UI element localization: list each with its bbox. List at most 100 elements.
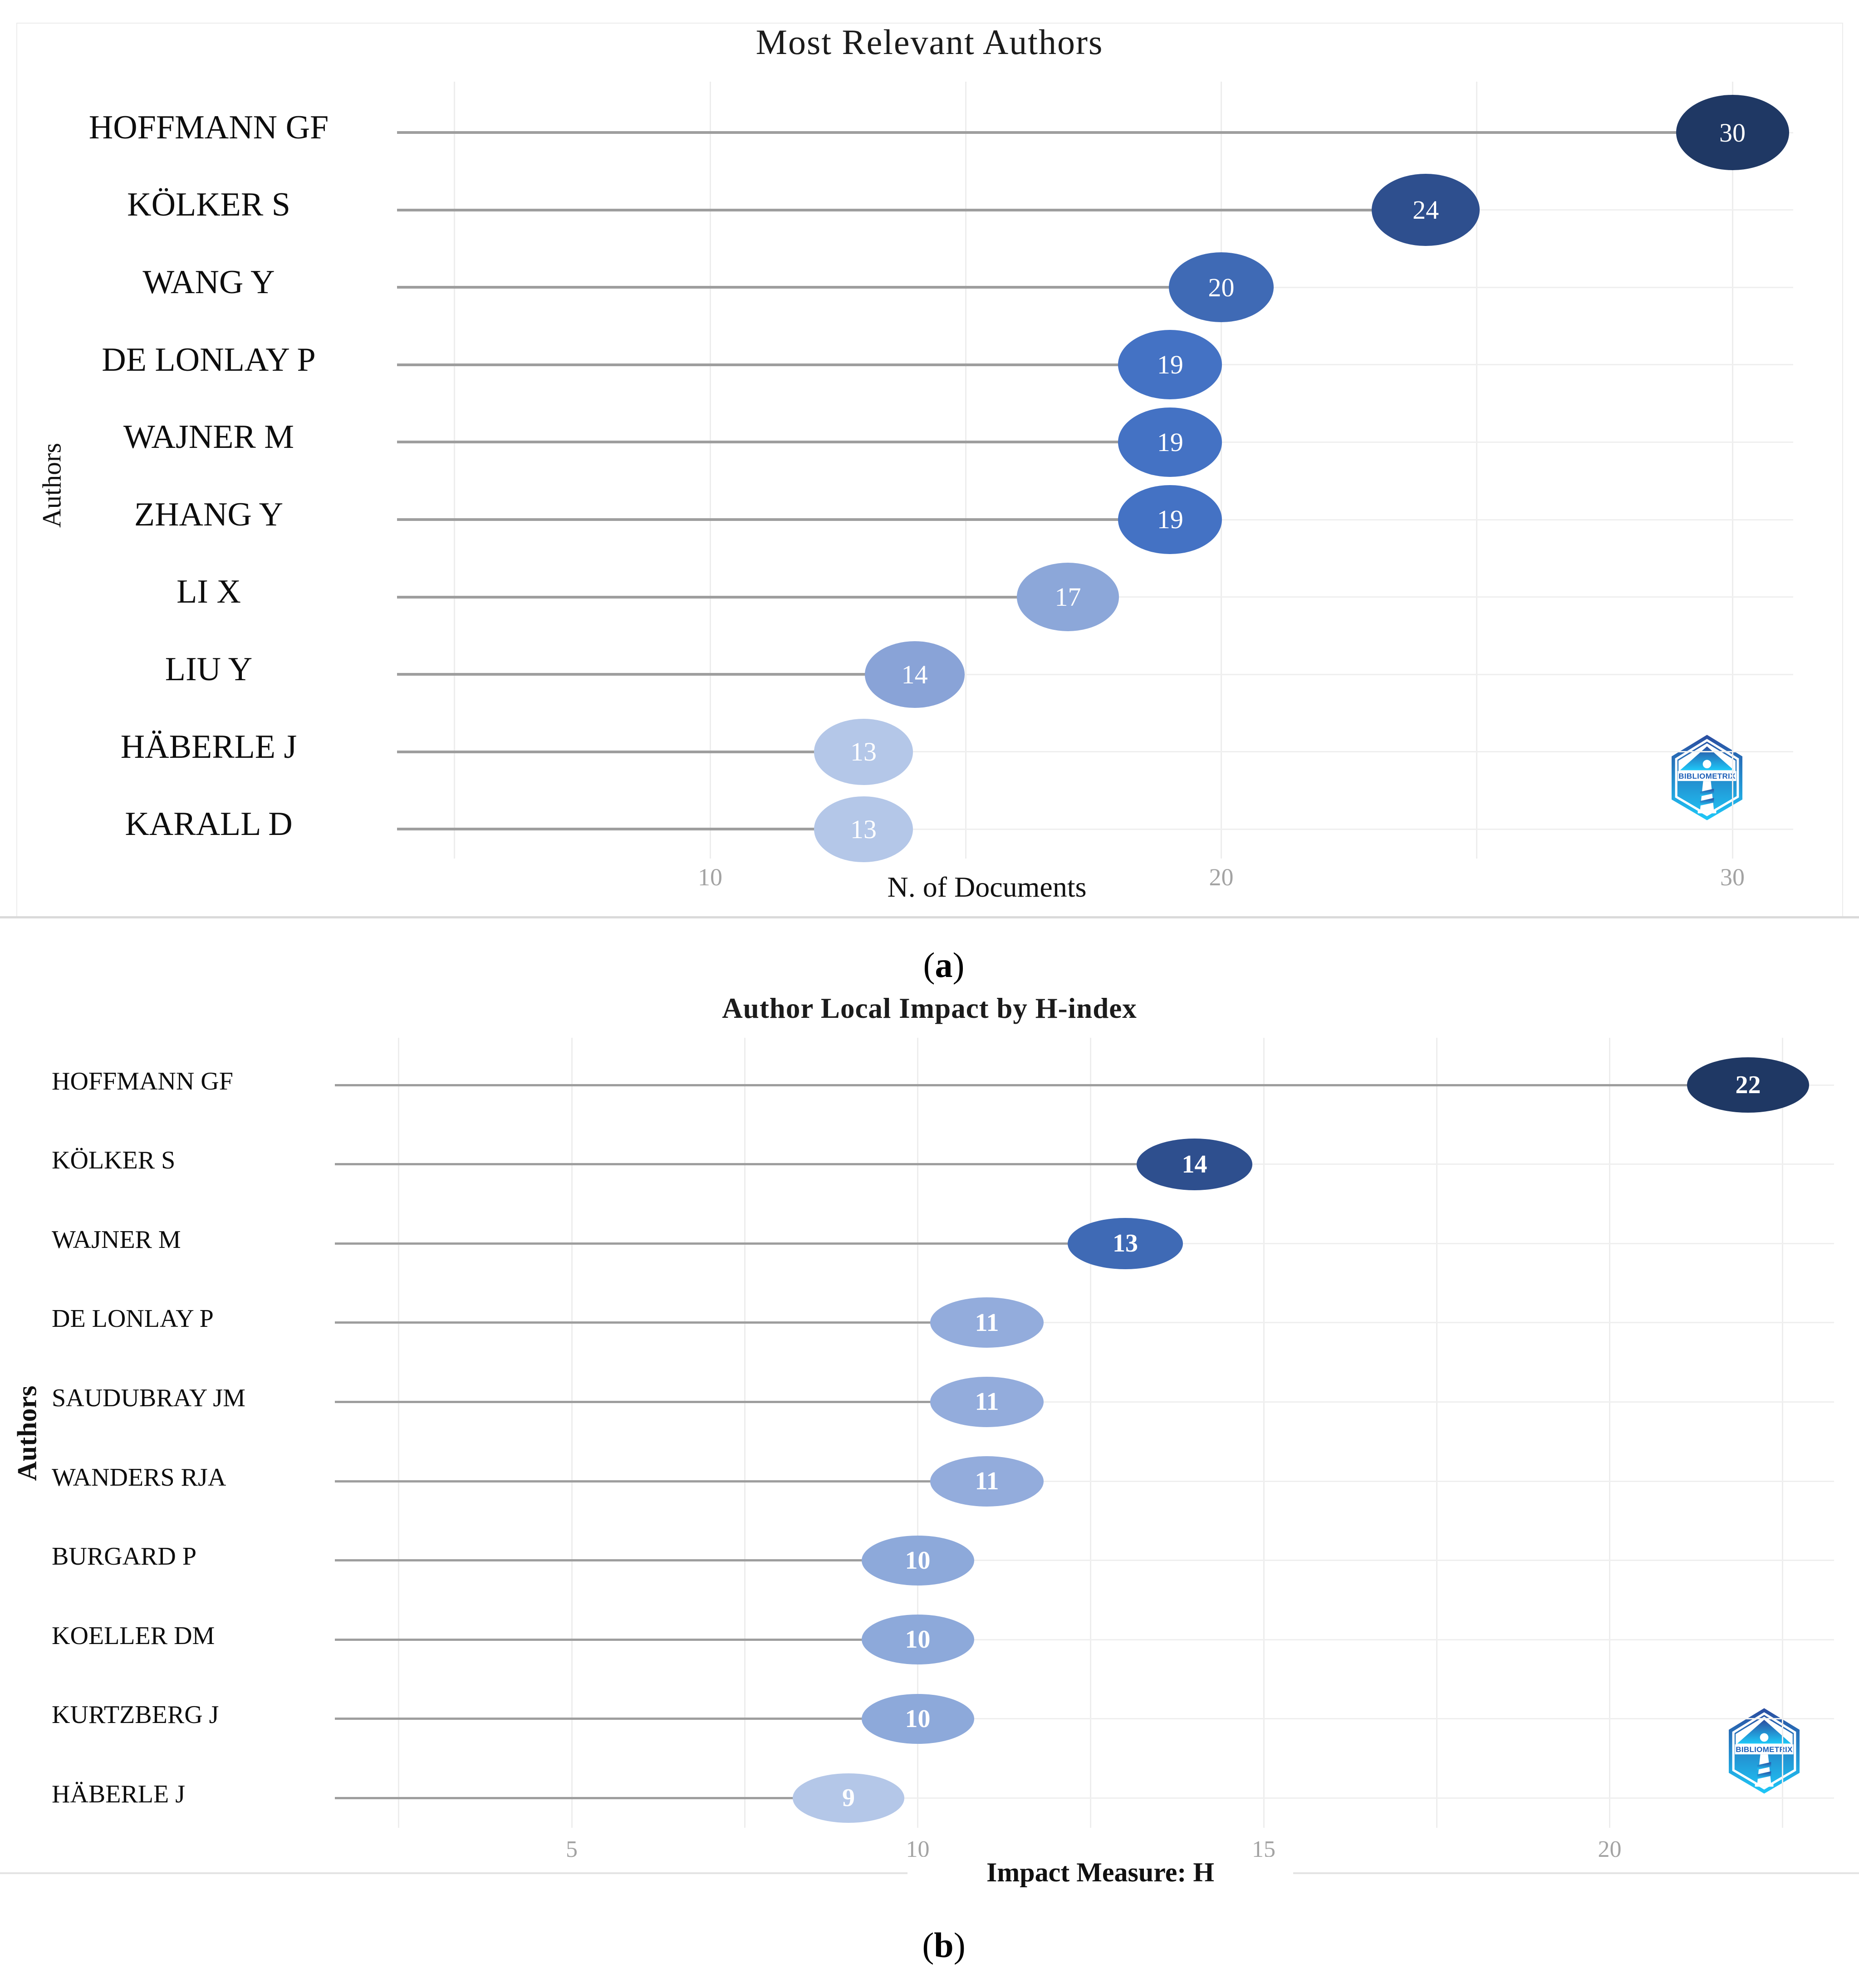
- author-label: ZHANG Y: [134, 496, 284, 533]
- gridline-h: [397, 751, 1793, 753]
- value-bubble: 24: [1372, 174, 1480, 246]
- author-label: KÖLKER S: [52, 1146, 176, 1175]
- x-tick-label: 20: [1598, 1836, 1622, 1862]
- lollipop-stem: [335, 1638, 918, 1641]
- bubble-value: 14: [901, 659, 928, 689]
- gridline-h: [335, 1401, 1834, 1403]
- gridline-h: [397, 828, 1793, 830]
- bibliometrix-logo-chart-b: BIBLIOMETRIX: [1726, 1707, 1803, 1795]
- bubble-value: 24: [1413, 195, 1439, 225]
- x-tick-label: 5: [566, 1836, 578, 1862]
- value-bubble: 17: [1016, 563, 1119, 631]
- author-label: KURTZBERG J: [52, 1701, 219, 1729]
- gridline-h: [397, 673, 1793, 675]
- author-label: SAUDUBRAY JM: [52, 1384, 245, 1413]
- value-bubble: 14: [864, 641, 965, 708]
- bubble-value: 11: [975, 1308, 999, 1337]
- lollipop-stem: [397, 595, 1068, 599]
- bubble-value: 10: [905, 1704, 931, 1733]
- value-bubble: 19: [1118, 330, 1222, 400]
- lollipop-stem: [335, 1718, 918, 1720]
- gridline-v: [965, 82, 966, 859]
- caption-a-paren-open: (: [923, 945, 935, 985]
- value-bubble: 10: [861, 1693, 974, 1744]
- lollipop-stem: [397, 208, 1426, 211]
- gridline-h: [335, 1560, 1834, 1561]
- bubble-value: 19: [1157, 505, 1183, 535]
- value-bubble: 11: [930, 1376, 1044, 1427]
- gridline-v: [1476, 82, 1478, 859]
- author-label: WAJNER M: [52, 1225, 181, 1254]
- author-label: WAJNER M: [123, 418, 294, 456]
- lollipop-stem: [335, 1321, 987, 1324]
- bubble-value: 17: [1055, 582, 1081, 612]
- x-tick-label: 30: [1720, 863, 1745, 891]
- gridline-v: [1609, 1038, 1610, 1828]
- gridline-v: [709, 82, 711, 859]
- value-bubble: 19: [1118, 485, 1222, 555]
- bibliometrix-logo-icon: BIBLIOMETRIX: [1672, 735, 1742, 820]
- caption-b-paren-open: (: [922, 1925, 934, 1965]
- bubble-value: 13: [1112, 1229, 1138, 1258]
- logo-wordmark-b: BIBLIOMETRIX: [1736, 1745, 1793, 1754]
- caption-a-letter: a: [935, 945, 953, 985]
- value-bubble: 13: [814, 796, 913, 863]
- value-bubble: 14: [1136, 1138, 1253, 1190]
- lollipop-stem: [397, 750, 863, 753]
- bubble-value: 19: [1157, 427, 1183, 457]
- bibliometrix-logo-icon: BIBLIOMETRIX: [1729, 1708, 1800, 1794]
- caption-a-paren-close: ): [952, 945, 965, 985]
- value-bubble: 11: [930, 1297, 1044, 1348]
- value-bubble: 13: [1068, 1217, 1183, 1269]
- chart-b-y-axis-title: Authors: [12, 1385, 42, 1481]
- gridline-h: [335, 1718, 1834, 1720]
- gridline-v: [1782, 1038, 1784, 1828]
- bubble-value: 10: [905, 1546, 931, 1575]
- bubble-value: 11: [975, 1467, 999, 1495]
- gridline-v: [571, 1038, 573, 1828]
- x-tick-label: 10: [698, 863, 722, 891]
- lollipop-stem: [397, 518, 1170, 521]
- gridline-h: [335, 1480, 1834, 1482]
- gridline-v: [1436, 1038, 1437, 1828]
- author-label: BURGARD P: [52, 1542, 196, 1571]
- author-label: HÄBERLE J: [120, 728, 297, 766]
- panel-a-bottom-rule: [0, 916, 1859, 918]
- author-label: WANDERS RJA: [52, 1463, 226, 1492]
- lollipop-stem: [335, 1480, 987, 1482]
- bubble-value: 14: [1182, 1150, 1207, 1178]
- figure-caption-a: (a): [889, 945, 998, 986]
- lollipop-stem: [397, 363, 1170, 366]
- gridline-h: [335, 1322, 1834, 1324]
- bubble-value: 13: [850, 737, 877, 767]
- lollipop-stem: [397, 286, 1221, 289]
- bubble-value: 19: [1157, 350, 1183, 380]
- lollipop-stem: [335, 1084, 1748, 1086]
- lollipop-stem: [397, 828, 863, 831]
- bubble-value: 10: [905, 1625, 931, 1654]
- bibliometrix-logo-chart-a: BIBLIOMETRIX: [1668, 733, 1746, 822]
- bubble-value: 20: [1208, 272, 1235, 302]
- bubble-value: 13: [850, 814, 877, 844]
- gridline-v: [398, 1038, 400, 1828]
- lollipop-stem: [397, 131, 1732, 134]
- author-label: WANG Y: [142, 263, 275, 301]
- bubble-value: 9: [842, 1784, 855, 1812]
- gridline-v: [1221, 82, 1222, 859]
- chart-a-title: Most Relevant Authors: [755, 22, 1104, 62]
- caption-b-letter: b: [934, 1925, 954, 1965]
- author-label: KARALL D: [125, 805, 293, 843]
- x-tick-label: 20: [1209, 863, 1234, 891]
- author-label: HOFFMANN GF: [88, 108, 329, 146]
- value-bubble: 10: [861, 1535, 974, 1585]
- gridline-v: [917, 1038, 918, 1828]
- gridline-v: [1731, 82, 1733, 859]
- value-bubble: 20: [1169, 252, 1274, 323]
- value-bubble: 19: [1118, 407, 1222, 477]
- value-bubble: 13: [814, 719, 913, 785]
- bubble-value: 22: [1735, 1071, 1761, 1099]
- chart-a-x-axis-title: N. of Documents: [771, 870, 1202, 904]
- author-label: DE LONLAY P: [102, 341, 316, 378]
- author-label: HOFFMANN GF: [52, 1067, 233, 1095]
